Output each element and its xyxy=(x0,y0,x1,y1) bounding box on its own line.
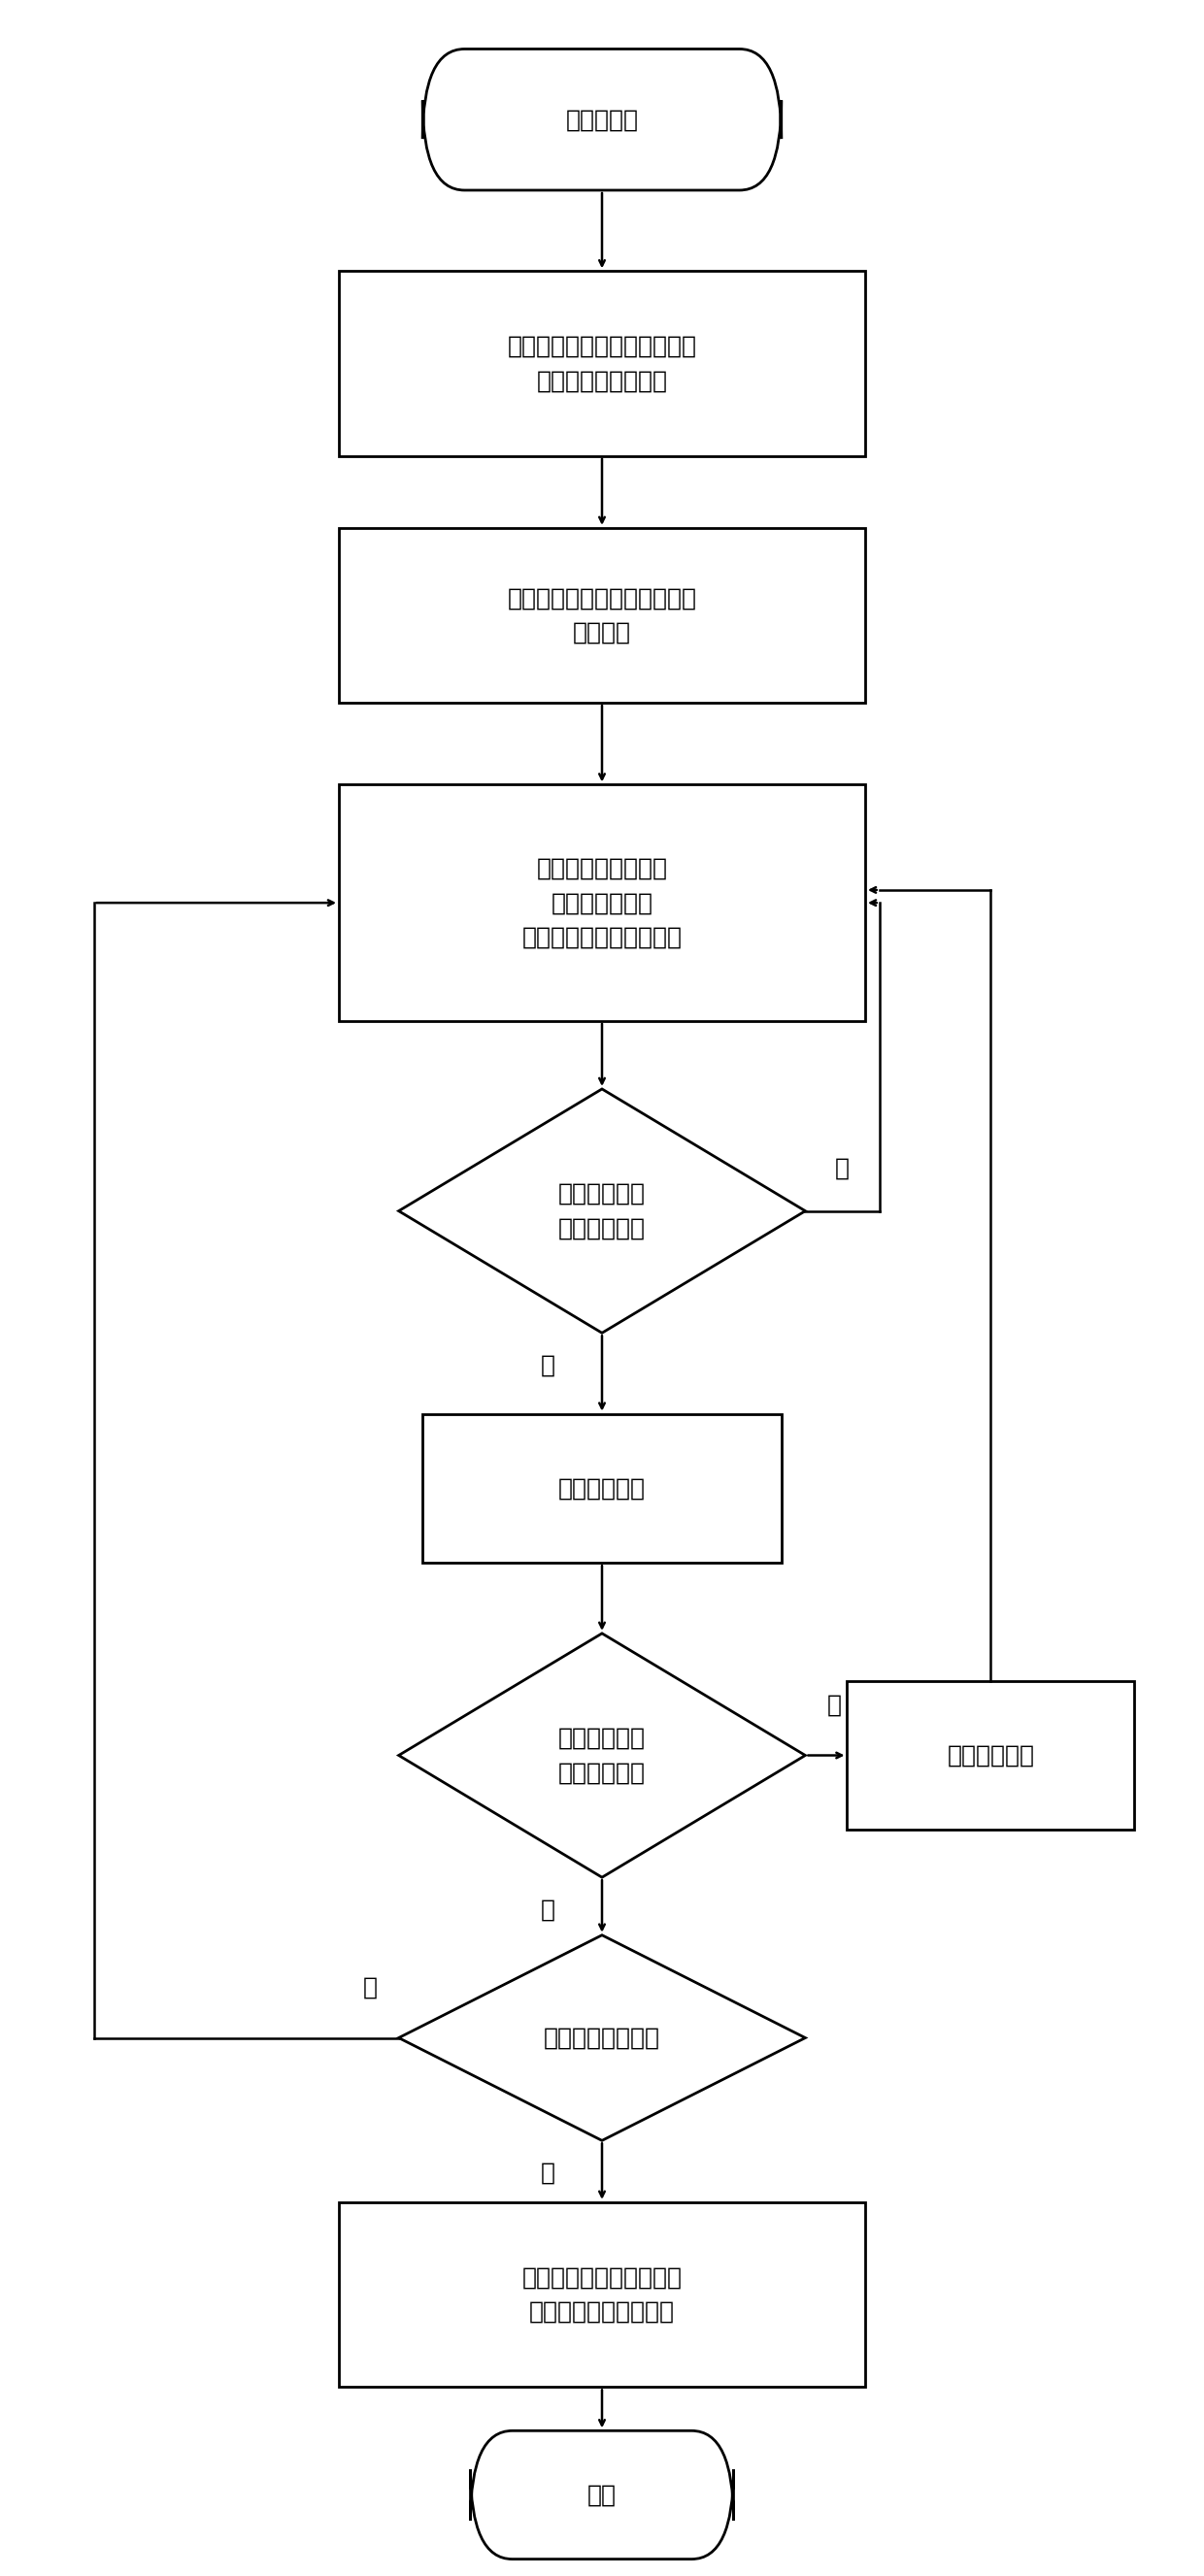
Text: 否: 否 xyxy=(362,1976,377,1999)
Text: 是: 是 xyxy=(541,1352,555,1376)
Text: 超过最大迭代次数: 超过最大迭代次数 xyxy=(544,2027,660,2050)
Bar xyxy=(423,1414,781,1564)
Text: 网络初始化: 网络初始化 xyxy=(566,108,638,131)
FancyBboxPatch shape xyxy=(423,49,781,191)
Text: 基于能耗最小化准则
计算适应度函数
得到个体极值和全局极值: 基于能耗最小化准则 计算适应度函数 得到个体极值和全局极值 xyxy=(521,858,683,948)
Bar xyxy=(338,528,866,703)
Bar xyxy=(338,270,866,456)
Text: 最优全局粒子位置值映射
为网络节点时间分配值: 最优全局粒子位置值映射 为网络节点时间分配值 xyxy=(521,2267,683,2324)
Text: 否: 否 xyxy=(836,1157,850,1180)
Polygon shape xyxy=(399,1090,805,1332)
Polygon shape xyxy=(399,1935,805,2141)
Text: 是: 是 xyxy=(541,2161,555,2184)
Text: 优于全局极值
对应的适应值: 优于全局极值 对应的适应值 xyxy=(559,1726,645,1785)
Text: 结束: 结束 xyxy=(588,2483,616,2506)
Text: 否: 否 xyxy=(541,1899,555,1922)
Text: 更新全局极值: 更新全局极值 xyxy=(948,1744,1034,1767)
Text: 更新个体极值: 更新个体极值 xyxy=(559,1476,645,1499)
Bar xyxy=(338,2202,866,2388)
Text: 初始化粒子速度，映射时间分
配值到粒子初始位置: 初始化粒子速度，映射时间分 配值到粒子初始位置 xyxy=(507,335,697,392)
Bar xyxy=(848,1682,1134,1829)
Bar xyxy=(338,786,866,1020)
Text: 优于个体极值
对应的适应值: 优于个体极值 对应的适应值 xyxy=(559,1182,645,1239)
Polygon shape xyxy=(399,1633,805,1878)
Text: 是: 是 xyxy=(827,1692,842,1716)
FancyBboxPatch shape xyxy=(471,2432,733,2558)
Text: 计算所需能耗与可采集的上行
链路能量: 计算所需能耗与可采集的上行 链路能量 xyxy=(507,587,697,644)
